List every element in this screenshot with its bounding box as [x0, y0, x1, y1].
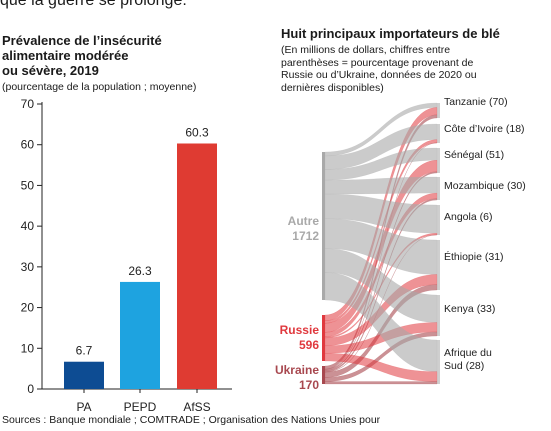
sankey-subtitle: (En millions de dollars, chiffres entre …: [281, 44, 477, 94]
sources-note: Sources : Banque mondiale ; COMTRADE ; O…: [2, 414, 381, 426]
y-tick-label: 0: [27, 382, 34, 396]
sankey-target-node: [437, 177, 440, 200]
bar: [177, 143, 217, 389]
bar: [64, 361, 104, 389]
x-tick-label: PA: [76, 400, 91, 414]
bar: [120, 281, 160, 389]
sankey-source-label: Autre: [288, 214, 320, 228]
sankey-subtitle-line: (En millions de dollars, chiffres entre: [281, 44, 451, 56]
sankey-subtitle-line: Russie ou d’Ukraine, données de 2020 ou: [281, 69, 477, 81]
sankey-target-label: Afrique du: [444, 347, 492, 359]
sankey-target-label: Côte d’Ivoire (18): [444, 123, 525, 135]
sankey-source-value: 1712: [292, 229, 319, 243]
bar-chart-title-line: alimentaire modérée: [2, 48, 129, 63]
bar-chart: 0 10 20 30 40 50 60 70 6.7 PA 26.3 PEPD 60.3 AfSS: [21, 97, 232, 414]
y-tick-label: 40: [21, 219, 35, 233]
x-tick-label: PEPD: [124, 400, 157, 414]
y-tick-label: 70: [21, 97, 35, 111]
sankey-subtitle-line: dernières disponibles): [281, 81, 384, 94]
bar-chart-subtitle: (pourcentage de la population ; moyenne): [2, 81, 197, 93]
sankey-target-label: Tanzanie (70): [444, 96, 508, 108]
sankey-subtitle-line: parenthèses = pourcentage provenant de: [281, 56, 474, 69]
x-tick-label: AfSS: [183, 400, 210, 414]
sankey-source-node: [322, 152, 325, 300]
sankey-source-node: [322, 315, 325, 361]
bar-chart-title-line: ou sévère, 2019: [2, 63, 99, 78]
sankey-source-label: Ukraine: [275, 363, 319, 377]
sankey-link-ukraine: [324, 381, 438, 385]
sankey-target-node: [437, 295, 440, 336]
sankey-target-label: Éthiopie (31): [444, 250, 504, 263]
sankey-target-label: Kenya (33): [444, 303, 495, 315]
bar-value-label: 60.3: [185, 125, 209, 139]
sankey-target-node: [437, 103, 440, 118]
y-tick-label: 20: [21, 301, 35, 315]
sankey-title: Huit principaux importateurs de blé: [281, 26, 500, 41]
y-tick-label: 10: [21, 341, 35, 355]
sankey-source-value: 170: [299, 378, 319, 392]
bar-chart-title: Prévalence de l’insécurité alimentaire m…: [2, 33, 162, 78]
intro-text: que la guerre se prolonge.: [0, 0, 187, 9]
y-tick-label: 30: [21, 260, 35, 274]
sankey-target-node: [437, 148, 440, 173]
sankey-target-label: Angola (6): [444, 211, 492, 223]
y-tick-label: 50: [21, 178, 35, 192]
sankey-source-node: [322, 366, 325, 384]
sankey-target-label: Mozambique (30): [444, 180, 526, 192]
sankey-source-value: 596: [299, 338, 319, 352]
bar-value-label: 26.3: [128, 264, 152, 278]
bar-chart-title-line: Prévalence de l’insécurité: [2, 33, 162, 48]
sankey-target-node: [437, 240, 440, 290]
sankey-target-node: [437, 340, 440, 384]
sankey-source-label: Russie: [280, 323, 320, 337]
sankey-target-node: [437, 205, 440, 235]
sankey-target-label: Sénégal (51): [444, 149, 504, 161]
sankey-target-node: [437, 124, 440, 143]
bar-value-label: 6.7: [76, 344, 93, 358]
y-tick-label: 60: [21, 138, 35, 152]
sankey-target-label: Sud (28): [444, 360, 484, 372]
